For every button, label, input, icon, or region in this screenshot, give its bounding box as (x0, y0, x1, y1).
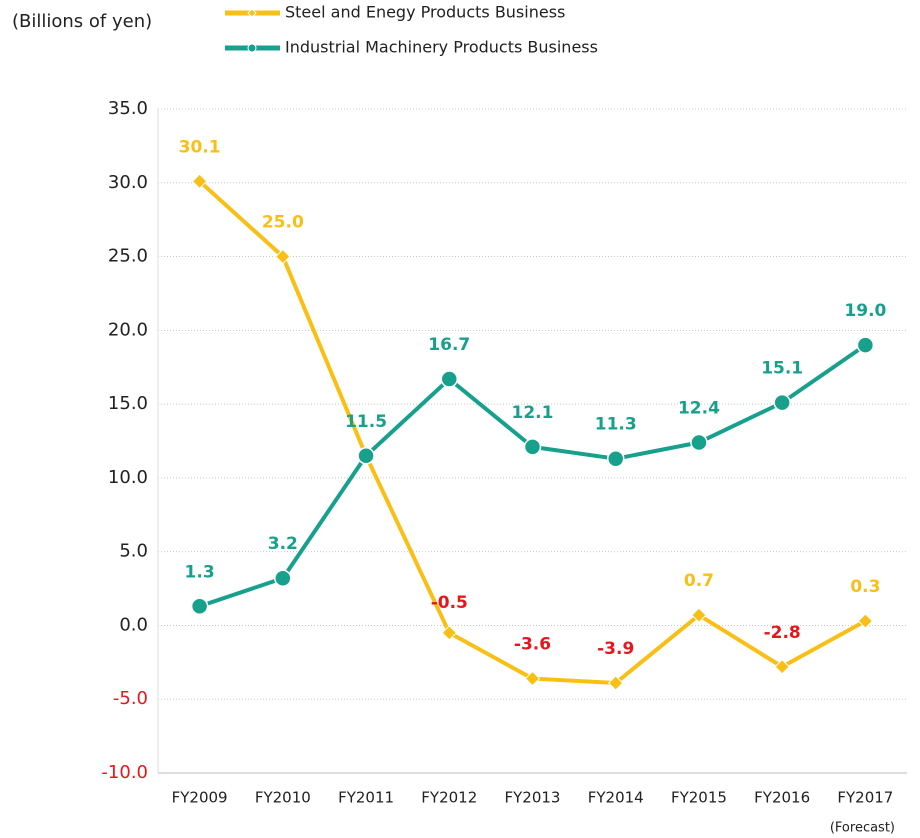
marker (608, 675, 624, 691)
marker (275, 248, 291, 265)
data-label: 0.3 (850, 577, 880, 597)
data-label: 11.3 (595, 415, 637, 435)
x-tick-label: FY2014 (588, 789, 644, 807)
x-tick-label: FY2013 (505, 789, 561, 807)
y-tick-label: 15.0 (108, 393, 148, 414)
marker (440, 370, 459, 388)
y-tick-label: 5.0 (119, 541, 148, 562)
data-label: 25.0 (262, 213, 304, 233)
series-line (198, 343, 867, 609)
x-tick-label: FY2009 (172, 789, 228, 807)
data-label: -3.6 (514, 635, 551, 655)
marker (774, 659, 790, 675)
legend-label: Steel and Enegy Products Business (285, 3, 565, 22)
y-tick-label: 35.0 (108, 98, 148, 119)
legend-label: Industrial Machinery Products Business (285, 38, 598, 57)
marker (606, 449, 625, 468)
data-label: -2.8 (764, 623, 801, 643)
data-label: 12.4 (678, 398, 720, 418)
legend-marker (247, 8, 257, 18)
marker (274, 569, 292, 587)
data-label: -3.9 (597, 639, 634, 659)
marker (357, 447, 375, 465)
data-label: 15.1 (761, 359, 803, 379)
data-label: 12.1 (512, 403, 554, 423)
y-tick-label: 25.0 (108, 246, 148, 267)
data-label: 30.1 (179, 137, 221, 157)
x-tick-label: FY2015 (671, 789, 727, 807)
x-tick-label: FY2011 (338, 789, 394, 807)
y-tick-label: 0.0 (119, 614, 148, 635)
marker (690, 433, 708, 452)
y-tick-label: 10.0 (108, 467, 148, 488)
data-label: 11.5 (345, 412, 387, 432)
marker (441, 625, 457, 641)
marker (773, 393, 791, 412)
x-tick-label: FY2016 (754, 789, 810, 807)
marker (523, 438, 542, 456)
annotation: (Forecast) (830, 821, 895, 836)
data-label: 1.3 (185, 562, 215, 582)
marker (191, 173, 208, 190)
y-tick-label: 30.0 (108, 172, 148, 193)
y-tick-label: -10.0 (101, 762, 148, 783)
data-label: 0.7 (684, 571, 714, 591)
marker (524, 670, 541, 687)
y-tick-label: -5.0 (113, 688, 148, 709)
y-tick-label: 20.0 (108, 319, 148, 340)
marker (857, 613, 874, 629)
data-label: 16.7 (428, 335, 470, 355)
marker (856, 336, 875, 354)
marker (190, 597, 209, 616)
data-label: 19.0 (844, 301, 886, 321)
data-label: 3.2 (268, 534, 298, 554)
x-tick-label: FY2012 (421, 789, 477, 807)
y-axis-label: (Billions of yen) (12, 11, 152, 32)
x-tick-label: FY2017 (837, 789, 893, 807)
x-tick-label: FY2010 (255, 789, 311, 807)
data-label: -0.5 (431, 593, 468, 613)
legend-marker (247, 43, 257, 53)
marker (691, 607, 707, 623)
